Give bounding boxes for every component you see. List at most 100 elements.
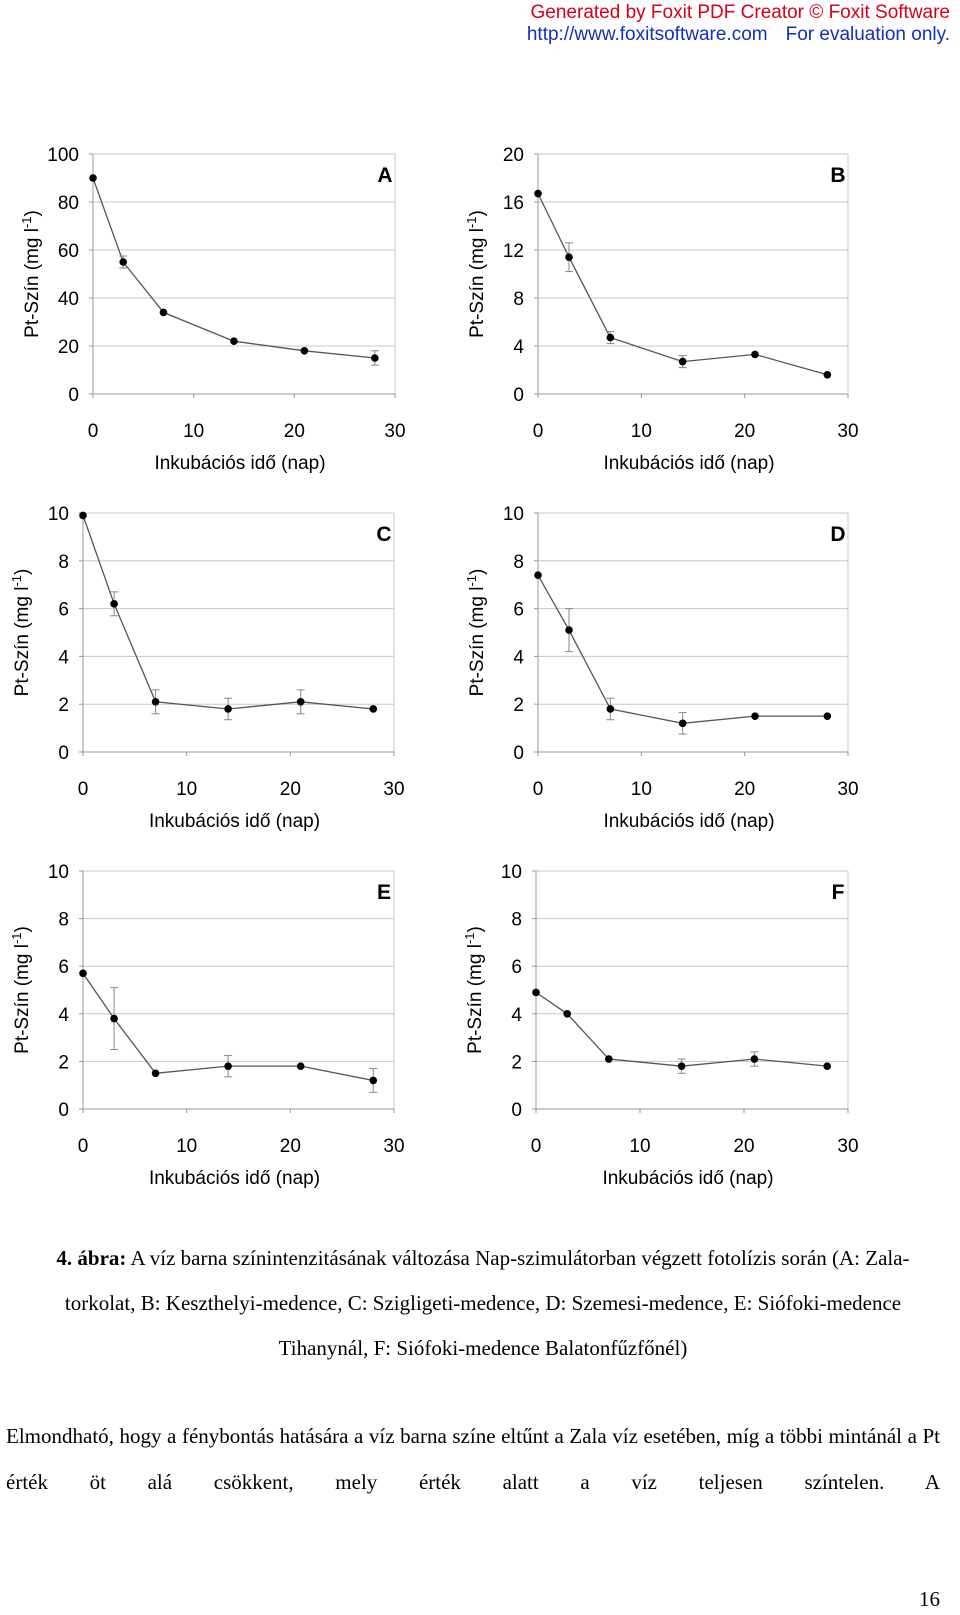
x-tick-label: 10 xyxy=(183,421,204,442)
data-point xyxy=(565,253,573,261)
y-tick-label: 2 xyxy=(58,695,69,716)
chart-panel-a: 0 20 40 60 80 100 0 10 20 30 Inkubációs idő (nap) P… xyxy=(19,145,406,474)
x-axis-label: Inkubációs idő (nap) xyxy=(603,811,774,832)
x-tick-label: 30 xyxy=(837,1136,858,1157)
data-point xyxy=(823,371,832,379)
data-point xyxy=(79,969,87,978)
x-tick-label: 20 xyxy=(734,779,755,800)
y-tick-label: 0 xyxy=(58,743,69,764)
x-tick-label: 20 xyxy=(734,421,755,442)
y-tick-label: 0 xyxy=(513,385,524,406)
y-tick-label: 4 xyxy=(511,1005,522,1026)
y-tick-label: 8 xyxy=(513,289,524,310)
y-tick-label: 4 xyxy=(513,337,524,358)
y-tick-label: 4 xyxy=(513,647,524,668)
y-tick-label: 0 xyxy=(511,1100,522,1121)
x-tick-label: 0 xyxy=(78,1136,89,1157)
y-tick-label: 12 xyxy=(503,241,524,262)
x-tick-label: 10 xyxy=(631,421,652,442)
y-tick-label: 8 xyxy=(513,552,524,573)
y-tick-label: 8 xyxy=(511,910,522,931)
y-axis-label: Pt-Szín (mg l-1) xyxy=(464,569,489,697)
y-axis-label: Pt-Szín (mg l-1) xyxy=(464,210,489,338)
data-point xyxy=(534,189,542,198)
data-point xyxy=(677,1062,686,1070)
y-tick-label: 0 xyxy=(513,743,524,764)
data-point xyxy=(678,357,687,366)
panel-letter: E xyxy=(377,881,391,904)
data-point xyxy=(750,1055,759,1063)
x-tick-label: 10 xyxy=(176,1136,197,1157)
y-tick-label: 10 xyxy=(503,504,524,525)
data-point xyxy=(230,337,238,346)
data-point xyxy=(224,1062,232,1070)
x-tick-label: 20 xyxy=(280,1136,301,1157)
data-point xyxy=(606,333,615,342)
data-point xyxy=(110,600,118,608)
y-tick-label: 40 xyxy=(58,289,79,310)
chart-panel-e: 0 2 4 6 8 10 0 10 20 30 Inkubációs idő (nap) Pt-Szí… xyxy=(9,862,405,1189)
data-point xyxy=(79,511,87,520)
data-point xyxy=(159,308,168,317)
data-point xyxy=(605,1055,613,1063)
chart-panel-f: 0 2 4 6 8 10 0 10 20 30 Inkubációs idő (nap) Pt-Szí… xyxy=(462,862,859,1189)
x-tick-label: 0 xyxy=(533,779,544,800)
y-tick-label: 8 xyxy=(58,910,69,931)
x-tick-label: 30 xyxy=(837,421,858,442)
data-point xyxy=(151,698,160,706)
x-tick-label: 20 xyxy=(280,779,301,800)
data-point xyxy=(89,174,97,182)
data-point xyxy=(119,258,127,266)
chart-panel-c: 0 2 4 6 8 10 0 10 20 30 Inkubációs idő (nap) Pt-Szí… xyxy=(9,504,405,832)
x-axis-label: Inkubációs idő (nap) xyxy=(602,1168,773,1189)
y-tick-label: 100 xyxy=(47,145,79,166)
x-tick-label: 20 xyxy=(284,421,305,442)
x-tick-label: 10 xyxy=(629,1136,650,1157)
x-tick-label: 10 xyxy=(176,779,197,800)
y-tick-label: 8 xyxy=(58,552,69,573)
y-tick-label: 2 xyxy=(58,1052,69,1073)
panel-letter: B xyxy=(830,164,845,187)
x-tick-label: 30 xyxy=(384,421,405,442)
y-tick-label: 20 xyxy=(58,337,79,358)
watermark-url[interactable]: http://www.foxitsoftware.com xyxy=(526,24,768,45)
panel-letter: C xyxy=(376,523,391,546)
data-point xyxy=(606,705,615,713)
watermark-url-line: http://www.foxitsoftware.com For evaluati… xyxy=(527,24,950,46)
y-tick-label: 4 xyxy=(58,1005,69,1026)
x-tick-label: 20 xyxy=(733,1136,754,1157)
y-tick-label: 0 xyxy=(58,1100,69,1121)
panel-letter: D xyxy=(830,523,845,546)
figure-caption: 4. ábra: A víz barna színintenzitásának … xyxy=(28,1236,938,1371)
x-axis-label: Inkubációs idő (nap) xyxy=(154,453,325,474)
y-tick-label: 10 xyxy=(501,862,522,883)
y-tick-label: 2 xyxy=(513,695,524,716)
series-line xyxy=(82,515,374,710)
caption-text: A víz barna színintenzitásának változása… xyxy=(64,1246,910,1360)
chart-panel-b: 0 4 8 12 16 20 0 10 20 30 Inkubációs idő (nap) Pt-S… xyxy=(464,145,859,474)
y-axis-label: Pt-Szín (mg l-1) xyxy=(462,926,487,1054)
y-tick-label: 16 xyxy=(503,193,524,214)
data-point xyxy=(565,626,573,634)
x-tick-label: 0 xyxy=(531,1136,542,1157)
x-axis-label: Inkubációs idő (nap) xyxy=(149,811,320,832)
body-paragraph: Elmondható, hogy a fénybontás hatására a… xyxy=(6,1424,940,1494)
data-point xyxy=(751,712,759,720)
x-tick-label: 10 xyxy=(631,779,652,800)
x-tick-label: 30 xyxy=(383,779,404,800)
data-point xyxy=(151,1069,160,1078)
x-axis-label: Inkubációs idő (nap) xyxy=(149,1168,320,1189)
y-axis-label: Pt-Szín (mg l-1) xyxy=(19,210,44,338)
y-tick-label: 6 xyxy=(513,600,524,621)
data-point xyxy=(532,988,540,997)
y-tick-label: 60 xyxy=(58,241,79,262)
data-point xyxy=(678,719,687,728)
y-tick-label: 4 xyxy=(58,647,69,668)
x-tick-label: 0 xyxy=(88,421,99,442)
series-line xyxy=(535,991,828,1067)
data-point xyxy=(296,1062,305,1070)
panel-letter: F xyxy=(832,881,845,904)
series-line xyxy=(92,177,375,359)
y-axis-label: Pt-Szín (mg l-1) xyxy=(9,926,34,1054)
